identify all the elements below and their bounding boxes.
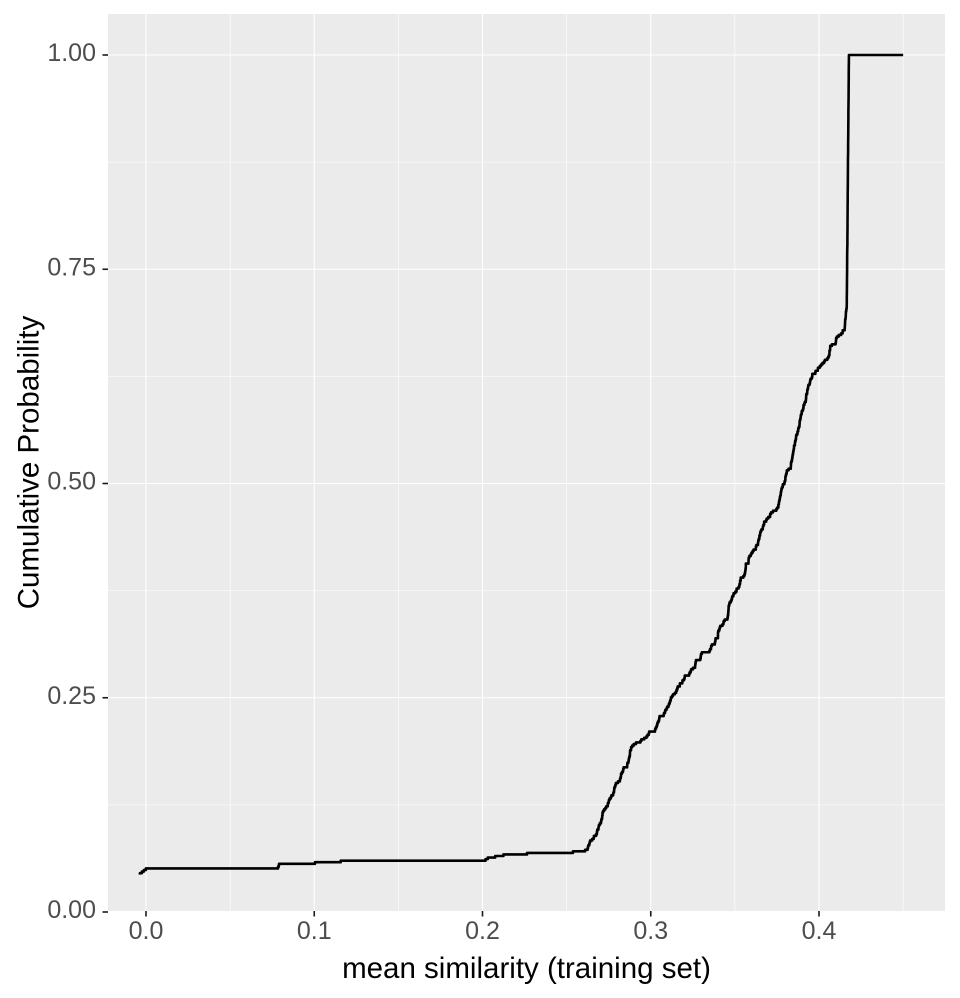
svg-text:0.25: 0.25 [47,682,96,710]
svg-text:0.50: 0.50 [47,468,96,496]
svg-text:0.4: 0.4 [802,917,837,945]
svg-text:0.00: 0.00 [47,896,96,924]
svg-text:0.3: 0.3 [633,917,668,945]
svg-text:1.00: 1.00 [47,39,96,67]
svg-text:0.0: 0.0 [129,917,164,945]
svg-text:0.2: 0.2 [465,917,500,945]
svg-text:Cumulative Probability: Cumulative Probability [13,316,46,610]
svg-text:0.75: 0.75 [47,253,96,281]
svg-text:mean similarity (training set): mean similarity (training set) [342,952,711,985]
svg-text:0.1: 0.1 [297,917,332,945]
